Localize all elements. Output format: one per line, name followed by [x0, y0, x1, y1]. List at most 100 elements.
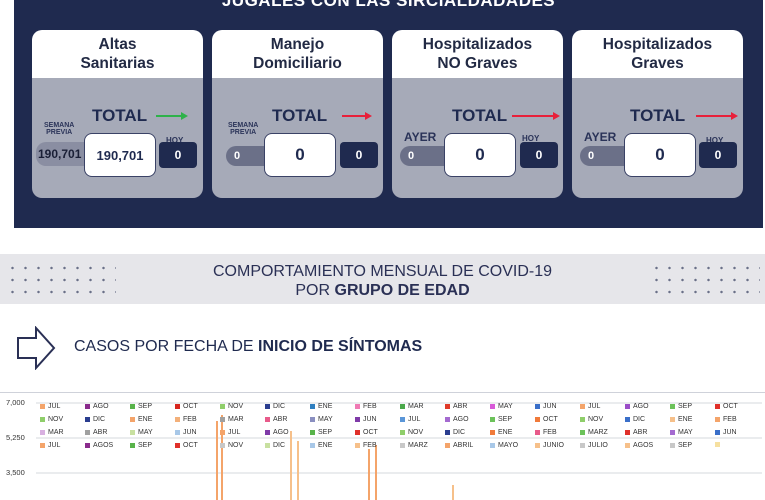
legend-item: JUN	[355, 416, 377, 423]
legend-item: AGO	[445, 416, 469, 423]
legend-swatch	[265, 443, 270, 448]
arrow-right-icon	[17, 326, 56, 370]
legend-swatch	[355, 443, 360, 448]
legend-item: DIC	[85, 416, 105, 423]
legend-swatch	[130, 430, 135, 435]
legend-item: DIC	[265, 442, 285, 449]
legend-swatch	[625, 404, 630, 409]
previous-week-label: SEMANA PREVIA	[228, 122, 259, 136]
legend-item: SEP	[310, 429, 332, 436]
legend-swatch	[580, 443, 585, 448]
legend-item: ABR	[265, 416, 287, 423]
legend-swatch	[220, 417, 225, 422]
legend-swatch	[535, 404, 540, 409]
legend-label: MAYO	[498, 442, 519, 449]
legend-swatch	[400, 443, 405, 448]
legend-swatch	[355, 417, 360, 422]
legend-swatch	[220, 404, 225, 409]
legend-item: SEP	[670, 403, 692, 410]
subsection-title-bold: INICIO DE SÍNTOMAS	[258, 338, 423, 355]
today-value: 0	[520, 142, 558, 168]
cases-by-symptom-onset-chart: 7,000 5,250 3,500 JUL AGO SEP OCT NOV DIC ENE FEB M…	[0, 392, 765, 500]
legend-label: NOV	[588, 416, 604, 423]
card-hospitalizados-graves: Hospitalizados Graves TOTAL AYER HOY 0 0…	[572, 30, 743, 198]
today-label: HOY	[166, 136, 184, 145]
legend-item: ENE	[310, 403, 332, 410]
legend-item: NOV	[40, 416, 63, 423]
legend-swatch	[175, 443, 180, 448]
legend-swatch	[445, 404, 450, 409]
legend-swatch	[445, 430, 450, 435]
summary-panel: JUGALES CON LAS SIRCIALDADADES Altas San…	[14, 0, 763, 228]
legend-swatch	[490, 443, 495, 448]
legend-label: ENE	[678, 416, 693, 423]
legend-item: FEB	[175, 416, 197, 423]
legend-item: NOV	[220, 403, 243, 410]
legend-swatch	[175, 430, 180, 435]
legend-swatch	[400, 417, 405, 422]
legend-swatch	[85, 430, 90, 435]
legend-item: JUL	[220, 429, 240, 436]
legend-label: FEB	[363, 442, 377, 449]
yesterday-label: AYER	[584, 130, 617, 144]
legend-label: NOV	[408, 429, 424, 436]
card-altas-sanitarias: Altas Sanitarias TOTAL SEMANA PREVIA HOY…	[32, 30, 203, 198]
legend-label: FEB	[183, 416, 197, 423]
section-header: COMPORTAMIENTO MENSUAL DE COVID-19 POR G…	[0, 254, 765, 304]
legend-label: MAY	[318, 416, 333, 423]
legend-item: OCT	[175, 403, 198, 410]
today-label: HOY	[522, 134, 540, 143]
legend-swatch	[535, 443, 540, 448]
legend-item: AGO	[85, 403, 109, 410]
legend-item: ENE	[130, 416, 152, 423]
card-header: Hospitalizados NO Graves	[392, 30, 563, 78]
legend-item: MAY	[490, 403, 513, 410]
legend-label: ENE	[318, 442, 333, 449]
legend-item: MAY	[670, 429, 693, 436]
trend-arrow-icon	[696, 112, 738, 120]
chart-bar	[368, 449, 370, 500]
legend-item: SEP	[130, 442, 152, 449]
legend-item: MARZ	[400, 442, 428, 449]
legend-swatch	[220, 430, 225, 435]
legend-label: OCT	[183, 442, 198, 449]
legend-label: MAY	[138, 429, 153, 436]
legend-item: OCT	[535, 416, 558, 423]
legend-label: MAR	[48, 429, 64, 436]
legend-label: JUL	[588, 403, 601, 410]
legend-swatch	[130, 417, 135, 422]
legend-swatch	[670, 443, 675, 448]
section-title-line2: POR GRUPO DE EDAD	[0, 281, 765, 300]
legend-label: ABR	[453, 403, 468, 410]
legend-label: ABR	[633, 429, 648, 436]
legend-label: FEB	[723, 416, 737, 423]
legend-label: JUN	[723, 429, 737, 436]
legend-item: DIC	[625, 416, 645, 423]
legend-swatch	[130, 443, 135, 448]
legend-label: JUL	[408, 416, 421, 423]
legend-item: JUN	[175, 429, 197, 436]
trend-arrow-icon	[512, 112, 560, 120]
legend-row: JUL AGOS SEP OCT NOV DIC ENE FEB MARZ ABRIL MAYO JU…	[40, 442, 760, 453]
legend-swatch	[175, 417, 180, 422]
legend-label: NOV	[228, 442, 244, 449]
legend-label: JUL	[48, 403, 61, 410]
legend-swatch	[400, 430, 405, 435]
total-label: TOTAL	[272, 106, 328, 125]
legend-label: NOV	[48, 416, 64, 423]
total-value: 190,701	[84, 133, 156, 177]
legend-item: ABR	[625, 429, 647, 436]
legend-item: ABR	[445, 403, 467, 410]
legend-row: MAR ABR MAY JUN JUL AGO SEP OCT NOV DIC ENE FEB MARZ…	[40, 429, 760, 440]
subsection-title: CASOS POR FECHA DE INICIO DE SÍNTOMAS	[74, 338, 422, 356]
legend-label: OCT	[723, 403, 738, 410]
legend-item: JUL	[580, 403, 600, 410]
legend-item: SEP	[490, 416, 512, 423]
legend-item: FEB	[355, 442, 377, 449]
card-manejo-domiciliario: Manejo Domiciliario TOTAL SEMANA PREVIA …	[212, 30, 383, 198]
legend-item: JUNIO	[535, 442, 564, 449]
legend-swatch	[85, 417, 90, 422]
total-label: TOTAL	[630, 106, 686, 125]
dots-decoration-left	[6, 262, 116, 298]
legend-item: FEB	[535, 429, 557, 436]
